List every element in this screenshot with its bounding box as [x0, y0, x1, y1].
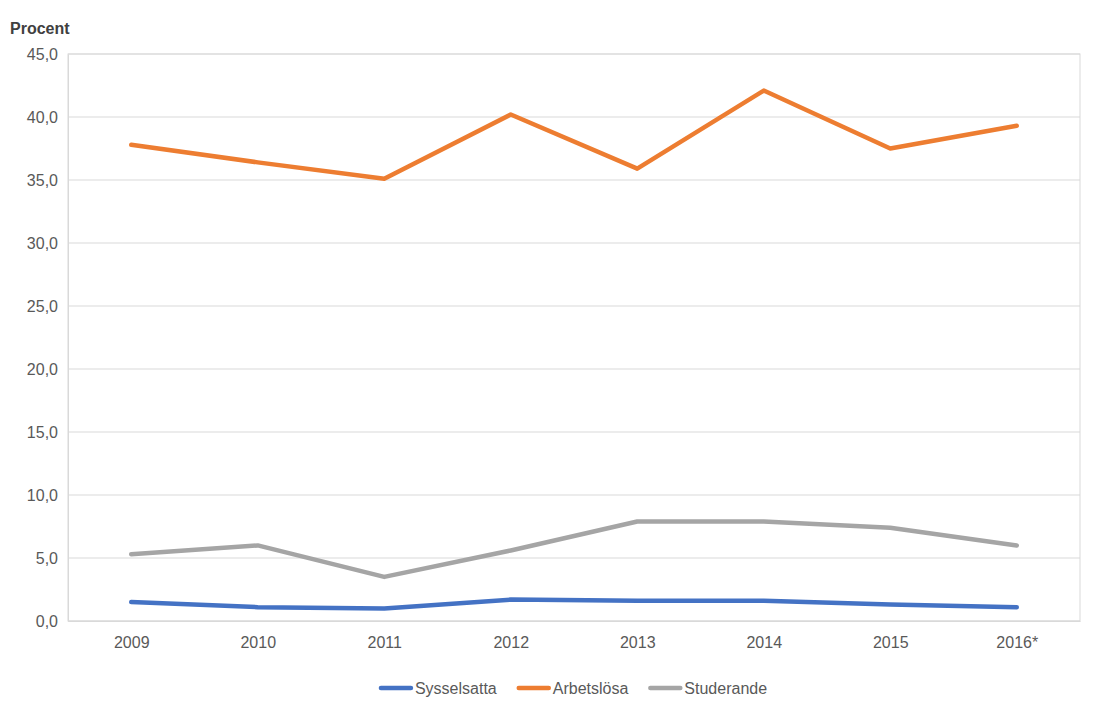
x-tick: 2015 — [873, 621, 909, 651]
y-tick-label: 10,0 — [27, 487, 58, 504]
grid-line — [68, 369, 1080, 370]
x-axis: 2009 2010 2011 2012 2013 2014 2015 2016* — [69, 621, 1081, 651]
x-tick: 2016* — [996, 621, 1038, 651]
y-axis-line — [68, 55, 69, 622]
y-tick-label: 25,0 — [27, 298, 58, 315]
x-tick-label: 2014 — [746, 634, 782, 651]
y-tick: 30,0 — [27, 235, 68, 252]
y-axis: 0,0 5,0 10,0 15,0 20,0 25,0 30,0 35,0 40,0 45,0 — [27, 46, 69, 630]
grid-line — [68, 432, 1080, 433]
x-tick: 2013 — [620, 621, 656, 651]
x-tick-label: 2013 — [620, 634, 656, 651]
y-axis-title: Procent — [10, 20, 70, 37]
y-tick: 20,0 — [27, 361, 68, 378]
x-tick-label: 2011 — [368, 634, 403, 651]
y-tick: 40,0 — [27, 109, 68, 126]
x-tick-label: 2016* — [996, 634, 1038, 651]
legend-item: Sysselsatta — [381, 680, 497, 697]
chart: 0,0 5,0 10,0 15,0 20,0 25,0 30,0 35,0 40,0 45,0 20… — [0, 0, 1097, 714]
legend-label: Sysselsatta — [415, 680, 497, 697]
x-tick-label: 2009 — [114, 634, 150, 651]
grid-line — [68, 117, 1080, 118]
y-tick-label: 40,0 — [27, 109, 58, 126]
legend: Sysselsatta Arbetslösa Studerande — [381, 680, 767, 697]
legend-swatch — [519, 686, 549, 691]
x-tick: 2009 — [114, 621, 150, 651]
legend-swatch — [650, 686, 680, 691]
x-tick-label: 2010 — [240, 634, 276, 651]
legend-swatch — [381, 686, 411, 691]
y-tick-label: 45,0 — [27, 46, 58, 63]
legend-label: Studerande — [684, 680, 767, 697]
y-tick-label: 30,0 — [27, 235, 58, 252]
y-tick: 15,0 — [27, 424, 68, 441]
y-tick-label: 5,0 — [36, 550, 58, 567]
y-tick: 5,0 — [36, 550, 68, 567]
x-tick: 2011 — [368, 621, 403, 651]
y-tick: 10,0 — [27, 487, 68, 504]
x-tick: 2012 — [493, 621, 529, 651]
y-tick-label: 20,0 — [27, 361, 58, 378]
x-axis-line — [69, 621, 1081, 622]
x-tick-label: 2015 — [873, 634, 909, 651]
series-group — [131, 91, 1017, 609]
grid-line — [68, 495, 1080, 496]
y-tick-label: 15,0 — [27, 424, 58, 441]
grid-line — [68, 558, 1080, 559]
legend-item: Arbetslösa — [519, 680, 629, 697]
x-tick: 2010 — [240, 621, 276, 651]
x-tick: 2014 — [746, 621, 782, 651]
y-tick: 0,0 — [36, 613, 68, 630]
series-line — [131, 600, 1017, 609]
legend-label: Arbetslösa — [553, 680, 629, 697]
y-tick: 45,0 — [27, 46, 68, 63]
y-tick-label: 35,0 — [27, 172, 58, 189]
grid — [68, 54, 1080, 621]
grid-line — [68, 243, 1080, 244]
x-tick-label: 2012 — [493, 634, 529, 651]
legend-item: Studerande — [650, 680, 767, 697]
grid-line — [68, 306, 1080, 307]
y-tick: 25,0 — [27, 298, 68, 315]
grid-line — [68, 180, 1080, 181]
series-line — [131, 91, 1017, 179]
plot-area: 0,0 5,0 10,0 15,0 20,0 25,0 30,0 35,0 40,0 45,0 20… — [27, 46, 1081, 652]
y-tick: 35,0 — [27, 172, 68, 189]
plot-frame — [68, 54, 1080, 621]
series-line — [131, 521, 1017, 576]
y-tick-label: 0,0 — [36, 613, 58, 630]
